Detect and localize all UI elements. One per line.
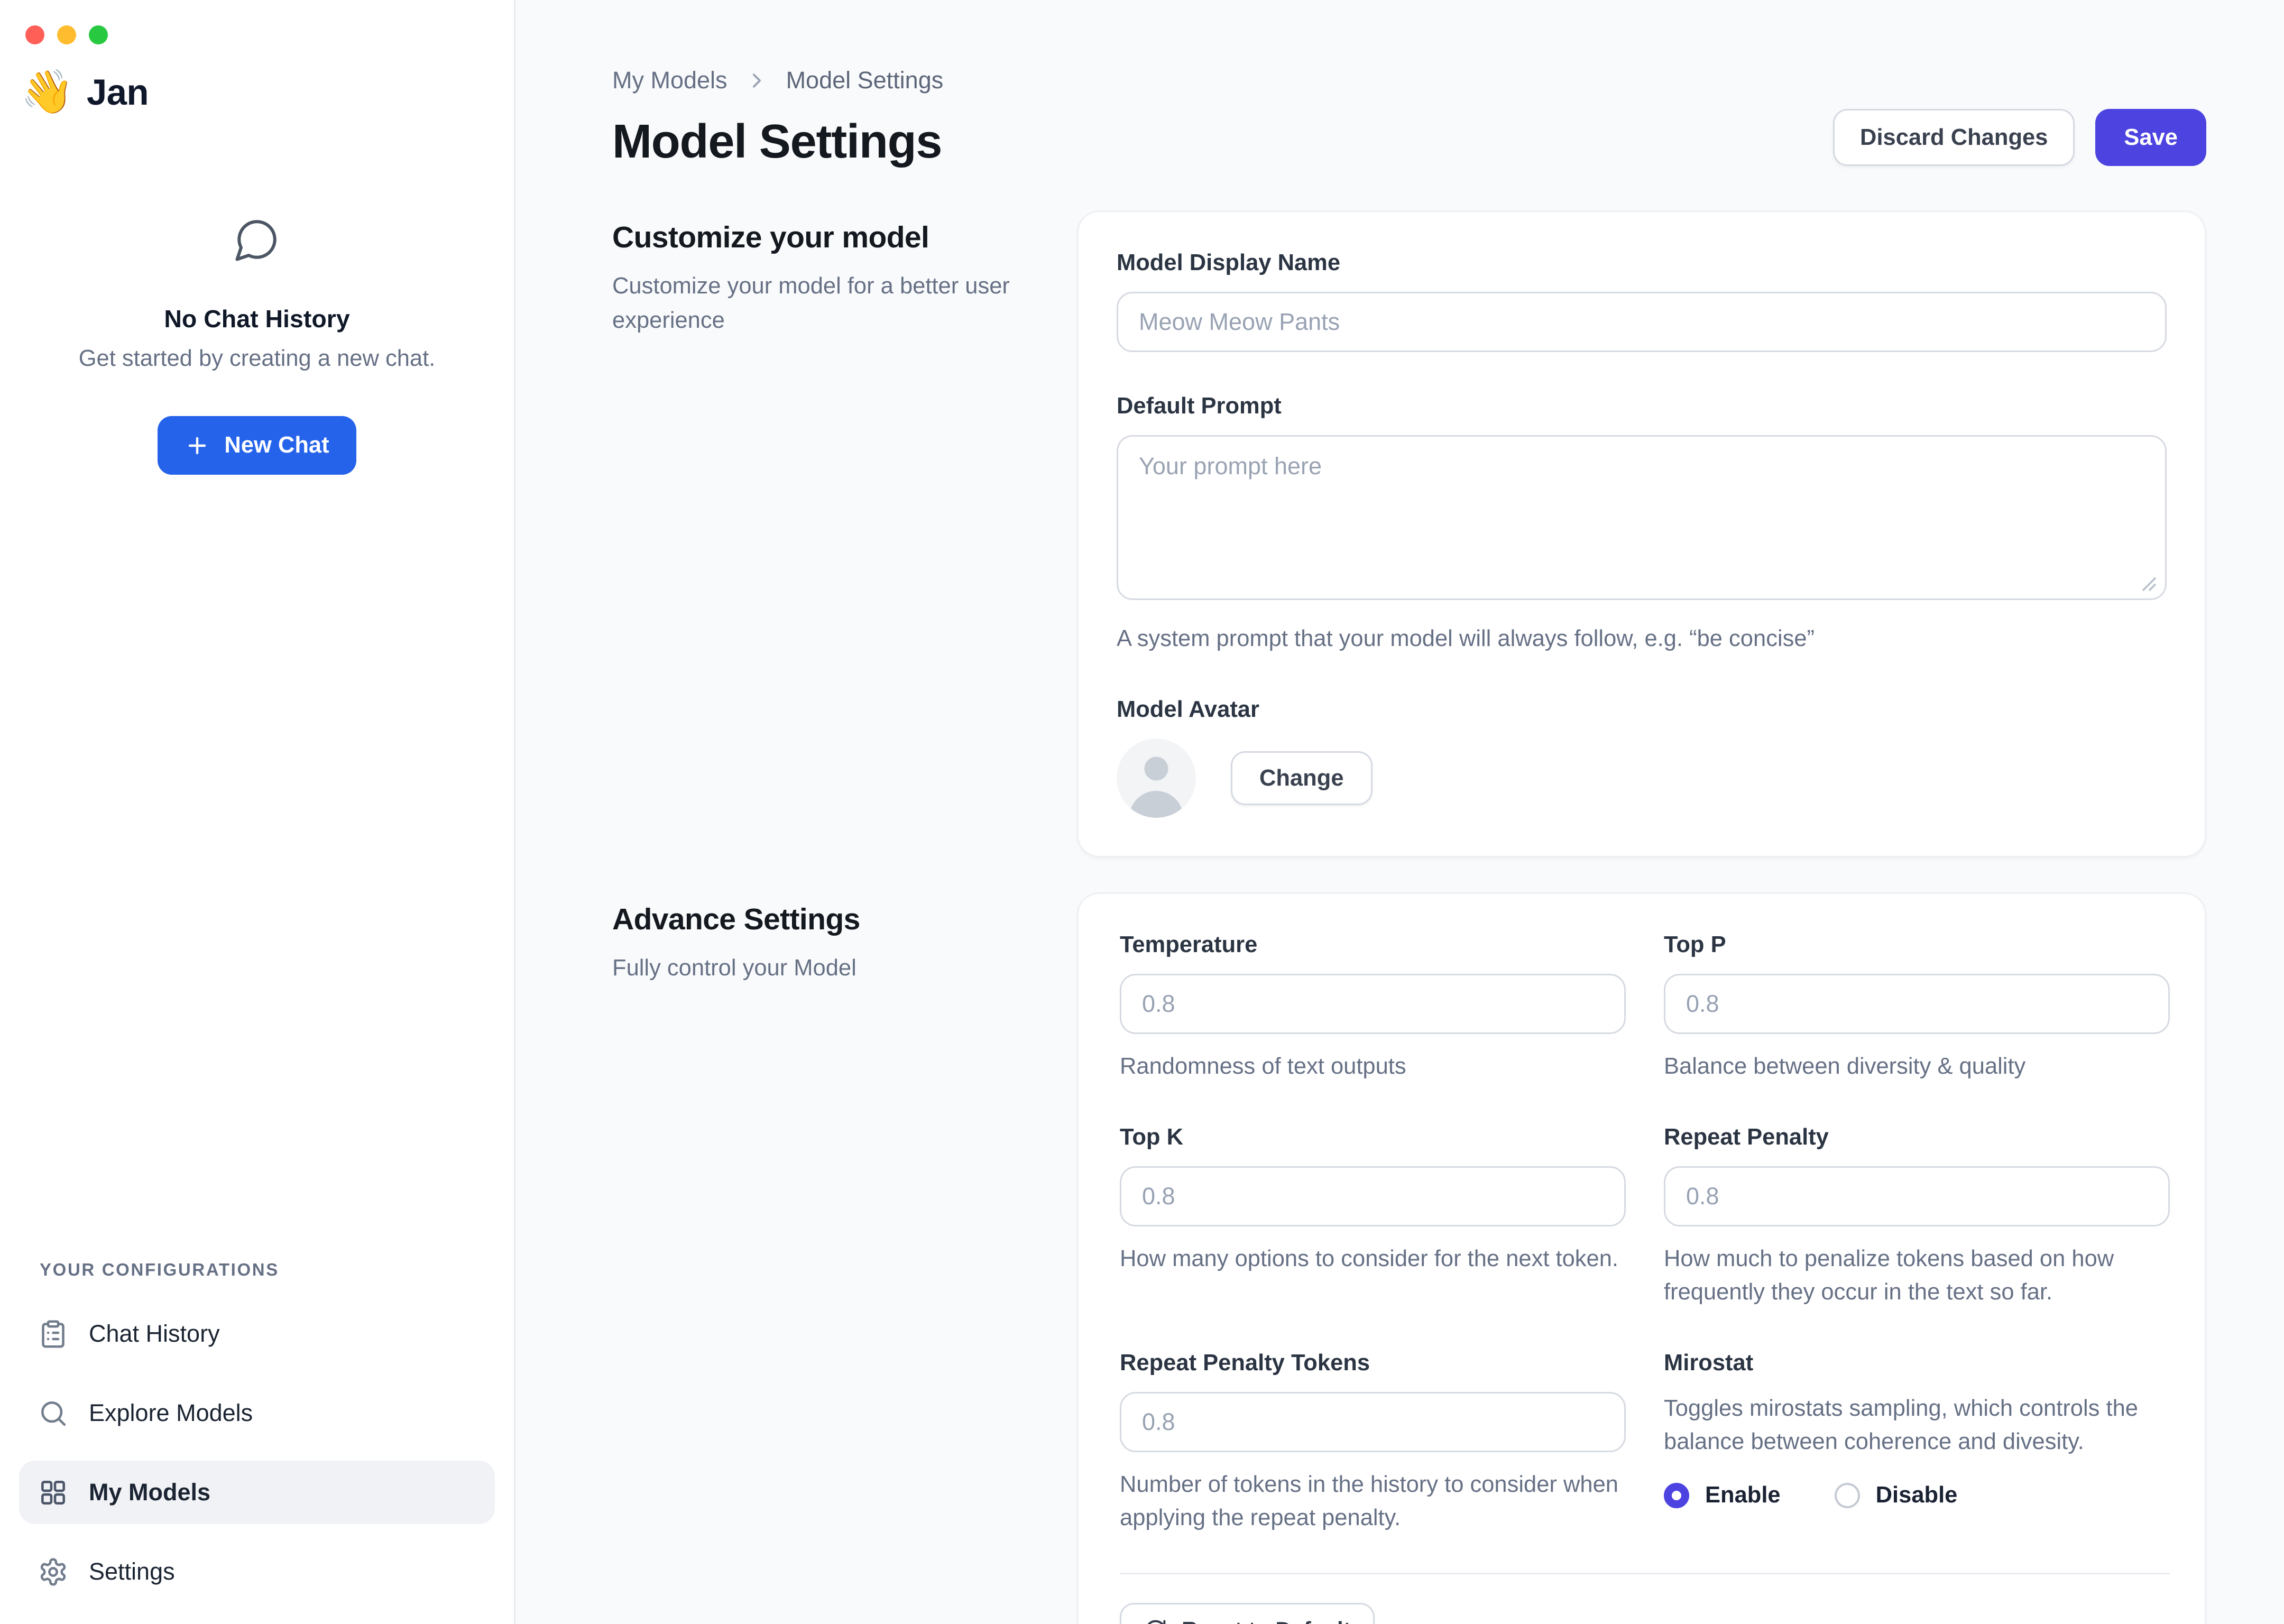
customize-section-subtitle: Customize your model for a better user e… [612, 273, 1010, 334]
top-p-input[interactable] [1664, 974, 2170, 1035]
empty-chat-state: No Chat History Get started by creating … [0, 216, 514, 475]
app-logo: 👋 Jan [21, 67, 514, 117]
repeat-penalty-helper: How much to penalize tokens based on how… [1664, 1246, 2114, 1305]
empty-state-subtitle: Get started by creating a new chat. [78, 346, 436, 371]
customize-section: Customize your model Customize your mode… [612, 210, 2206, 858]
app-name: Jan [86, 71, 149, 113]
model-avatar-label: Model Avatar [1117, 697, 1259, 723]
sidebar-item-label: Chat History [89, 1320, 220, 1347]
empty-state-title: No Chat History [164, 305, 350, 333]
customize-section-title: Customize your model [612, 220, 929, 254]
customize-card: Model Display Name Default Prompt A syst… [1077, 210, 2206, 858]
mirostat-enable-label: Enable [1705, 1482, 1781, 1508]
main-content: My Models Model Settings Model Settings … [515, 0, 2284, 1624]
reset-to-default-label: Reset to Default [1182, 1617, 1351, 1624]
search-icon [41, 1401, 66, 1426]
breadcrumb-model-settings: Model Settings [786, 67, 944, 94]
repeat-penalty-field: Repeat Penalty How much to penalize toke… [1664, 1124, 2170, 1309]
model-display-name-label: Model Display Name [1117, 250, 1341, 275]
plus-icon [189, 437, 206, 454]
top-p-field: Top P Balance between diversity & qualit… [1664, 932, 2170, 1083]
advance-section-subtitle: Fully control your Model [612, 955, 856, 981]
minimize-button[interactable] [57, 25, 76, 44]
configurations-section-label: YOUR CONFIGURATIONS [40, 1260, 279, 1279]
temperature-field: Temperature Randomness of text outputs [1120, 932, 1626, 1083]
sidebar-item-explore-models[interactable]: Explore Models [19, 1381, 495, 1445]
advance-section-title: Advance Settings [612, 902, 860, 937]
top-p-label: Top P [1664, 932, 1726, 958]
repeat-penalty-tokens-input[interactable] [1120, 1392, 1626, 1453]
reset-to-default-button[interactable]: Reset to Default [1120, 1603, 1375, 1624]
sidebar: 👋 Jan No Chat History Get started by cre… [0, 0, 515, 1624]
top-k-input[interactable] [1120, 1166, 1626, 1227]
sidebar-item-label: Settings [89, 1558, 175, 1585]
gear-icon [40, 1557, 66, 1586]
mirostat-field: Mirostat Toggles mirostats sampling, whi… [1664, 1350, 2170, 1535]
model-avatar [1117, 739, 1196, 818]
top-k-label: Top K [1120, 1124, 1183, 1150]
mirostat-disable-radio[interactable]: Disable [1834, 1482, 1958, 1508]
radio-checked-icon [1664, 1482, 1689, 1508]
zoom-button[interactable] [89, 25, 108, 44]
sidebar-item-settings[interactable]: Settings [19, 1540, 495, 1603]
advance-card: Temperature Randomness of text outputs T… [1077, 892, 2206, 1624]
model-display-name-input[interactable] [1117, 292, 2167, 352]
mirostat-radio-group: Enable Disable [1664, 1482, 2170, 1508]
grid-icon [41, 1480, 65, 1505]
page-header: My Models Model Settings Model Settings … [612, 0, 2206, 169]
default-prompt-helper: A system prompt that your model will alw… [1117, 626, 1815, 651]
resize-handle-icon[interactable] [2141, 576, 2157, 592]
waving-hand-logo-icon: 👋 [21, 68, 74, 116]
breadcrumb: My Models Model Settings [612, 67, 943, 94]
person-silhouette-icon [1129, 756, 1183, 818]
mirostat-enable-radio[interactable]: Enable [1664, 1482, 1781, 1508]
temperature-label: Temperature [1120, 932, 1258, 958]
clipboard-list-icon [42, 1320, 65, 1348]
default-prompt-textarea[interactable] [1117, 435, 2167, 600]
temperature-helper: Randomness of text outputs [1120, 1054, 1406, 1079]
traffic-lights [25, 25, 108, 44]
top-k-helper: How many options to consider for the nex… [1120, 1246, 1619, 1272]
discard-changes-button[interactable]: Discard Changes [1833, 109, 2075, 166]
mirostat-label: Mirostat [1664, 1350, 1754, 1376]
new-chat-label: New Chat [224, 432, 329, 458]
chevron-right-icon [752, 73, 761, 88]
new-chat-button[interactable]: New Chat [158, 416, 356, 475]
temperature-input[interactable] [1120, 974, 1626, 1035]
repeat-penalty-tokens-label: Repeat Penalty Tokens [1120, 1350, 1370, 1376]
header-actions: Discard Changes Save [1833, 109, 2206, 169]
sidebar-item-label: My Models [89, 1479, 211, 1506]
default-prompt-label: Default Prompt [1117, 393, 1282, 419]
repeat-penalty-tokens-helper: Number of tokens in the history to consi… [1120, 1472, 1618, 1531]
refresh-icon [1147, 1620, 1166, 1624]
close-button[interactable] [25, 25, 44, 44]
sidebar-item-chat-history[interactable]: Chat History [19, 1302, 495, 1365]
repeat-penalty-input[interactable] [1664, 1166, 2170, 1227]
top-k-field: Top K How many options to consider for t… [1120, 1124, 1626, 1309]
mirostat-disable-label: Disable [1875, 1482, 1958, 1508]
radio-unchecked-icon [1834, 1482, 1860, 1508]
top-p-helper: Balance between diversity & quality [1664, 1054, 2026, 1079]
mirostat-helper: Toggles mirostats sampling, which contro… [1664, 1396, 2138, 1455]
card-divider [1120, 1573, 2170, 1575]
repeat-penalty-tokens-field: Repeat Penalty Tokens Number of tokens i… [1120, 1350, 1626, 1535]
advance-section: Advance Settings Fully control your Mode… [612, 892, 2206, 1624]
change-avatar-button[interactable]: Change [1231, 751, 1373, 806]
save-button[interactable]: Save [2095, 109, 2206, 166]
sidebar-item-label: Explore Models [89, 1399, 253, 1426]
sidebar-bottom-nav: YOUR CONFIGURATIONS Chat History Explore… [0, 1260, 514, 1624]
chat-bubble-icon [235, 220, 277, 261]
breadcrumb-my-models[interactable]: My Models [612, 67, 727, 94]
page-title: Model Settings [612, 115, 942, 168]
repeat-penalty-label: Repeat Penalty [1664, 1124, 1829, 1150]
sidebar-item-my-models[interactable]: My Models [19, 1461, 495, 1524]
